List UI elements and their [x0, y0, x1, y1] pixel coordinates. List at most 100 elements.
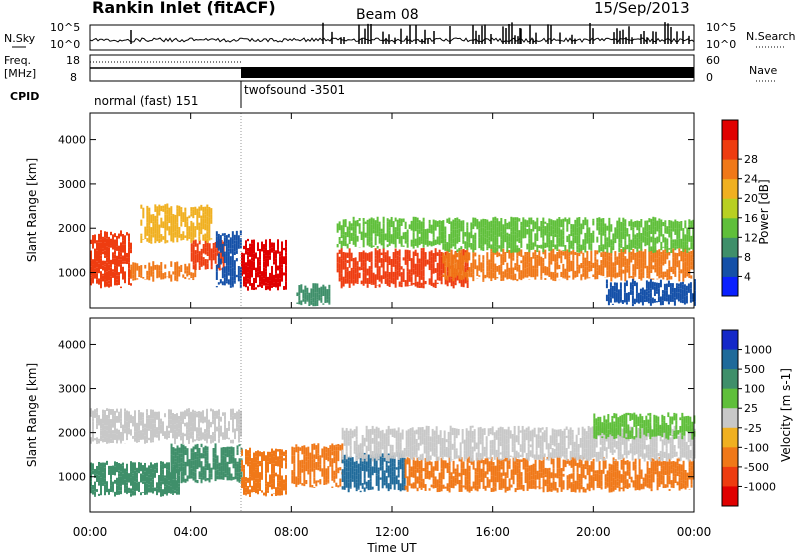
data-cell — [122, 255, 124, 262]
data-cell — [160, 270, 163, 280]
data-cell — [110, 419, 112, 424]
data-cell — [596, 259, 599, 263]
data-cell — [654, 460, 657, 472]
data-cell — [448, 272, 451, 277]
data-cell — [446, 268, 449, 272]
data-cell — [263, 261, 265, 268]
data-cell — [593, 453, 596, 458]
data-cell — [108, 247, 110, 256]
data-cell — [686, 227, 689, 235]
data-cell — [481, 441, 484, 452]
data-cell — [182, 233, 185, 240]
data-cell — [429, 436, 432, 442]
data-cell — [648, 487, 651, 489]
data-cell — [511, 446, 514, 453]
data-cell — [372, 245, 375, 247]
data-cell — [525, 432, 528, 441]
data-cell — [320, 297, 323, 300]
data-cell — [251, 485, 253, 493]
data-cell — [518, 230, 521, 238]
data-cell — [283, 458, 285, 461]
data-cell — [378, 248, 381, 259]
data-cell — [190, 242, 193, 244]
data-cell — [523, 442, 526, 453]
data-cell — [361, 434, 364, 441]
data-cell — [391, 471, 394, 477]
data-cell — [453, 435, 456, 442]
data-cell — [174, 464, 176, 472]
data-cell — [208, 429, 210, 439]
data-cell — [599, 438, 602, 445]
data-cell — [613, 449, 616, 453]
data-cell — [514, 273, 517, 281]
data-cell — [367, 436, 370, 447]
data-cell — [166, 462, 168, 470]
data-cell — [551, 458, 554, 459]
data-cell — [678, 273, 681, 279]
data-cell — [606, 241, 609, 248]
data-cell — [641, 295, 644, 306]
data-cell — [340, 280, 343, 288]
data-cell — [530, 257, 533, 264]
data-cell — [567, 429, 570, 435]
data-cell — [422, 238, 425, 245]
data-cell — [243, 485, 245, 495]
data-cell — [609, 422, 612, 430]
data-cell — [490, 233, 493, 242]
noise-right-tick-bottom: 10^0 — [706, 38, 736, 51]
data-cell — [625, 280, 628, 287]
data-cell — [662, 271, 665, 278]
data-cell — [100, 435, 102, 442]
data-cell — [458, 272, 461, 278]
data-cell — [492, 251, 495, 261]
data-cell — [454, 263, 457, 274]
data-cell — [506, 272, 509, 280]
data-cell — [261, 490, 263, 493]
data-cell — [138, 412, 140, 421]
data-cell — [128, 268, 130, 278]
data-cell — [604, 474, 607, 478]
data-cell — [152, 418, 154, 424]
data-cell — [428, 260, 431, 271]
data-cell — [354, 233, 357, 239]
data-cell — [666, 468, 669, 475]
data-cell — [281, 241, 283, 250]
data-cell — [568, 483, 571, 489]
data-cell — [338, 221, 341, 231]
data-cell — [434, 248, 437, 253]
data-cell — [572, 268, 575, 273]
data-cell — [455, 428, 458, 439]
data-cell — [632, 248, 635, 260]
data-cell — [200, 453, 203, 459]
data-cell — [672, 268, 675, 275]
data-cell — [312, 283, 315, 289]
data-cell — [423, 437, 426, 446]
data-cell — [98, 278, 100, 284]
data-cell — [512, 249, 515, 258]
data-cell — [394, 227, 397, 230]
data-cell — [598, 474, 601, 485]
data-cell — [663, 416, 666, 421]
data-cell — [570, 251, 573, 255]
data-cell — [378, 226, 381, 232]
data-cell — [643, 433, 646, 437]
data-cell — [241, 270, 243, 277]
data-cell — [397, 441, 400, 452]
data-cell — [646, 231, 649, 238]
data-cell — [104, 417, 106, 426]
data-cell — [206, 419, 208, 425]
data-cell — [220, 447, 223, 459]
data-cell — [653, 422, 656, 433]
data-cell — [134, 277, 137, 281]
data-cell — [227, 279, 230, 285]
data-cell — [482, 460, 485, 467]
data-cell — [415, 454, 418, 458]
data-cell — [259, 248, 261, 252]
data-cell — [576, 217, 579, 228]
data-cell — [619, 288, 622, 297]
data-cell — [609, 282, 612, 288]
data-cell — [446, 483, 449, 491]
data-cell — [160, 262, 163, 271]
data-cell — [186, 408, 188, 417]
